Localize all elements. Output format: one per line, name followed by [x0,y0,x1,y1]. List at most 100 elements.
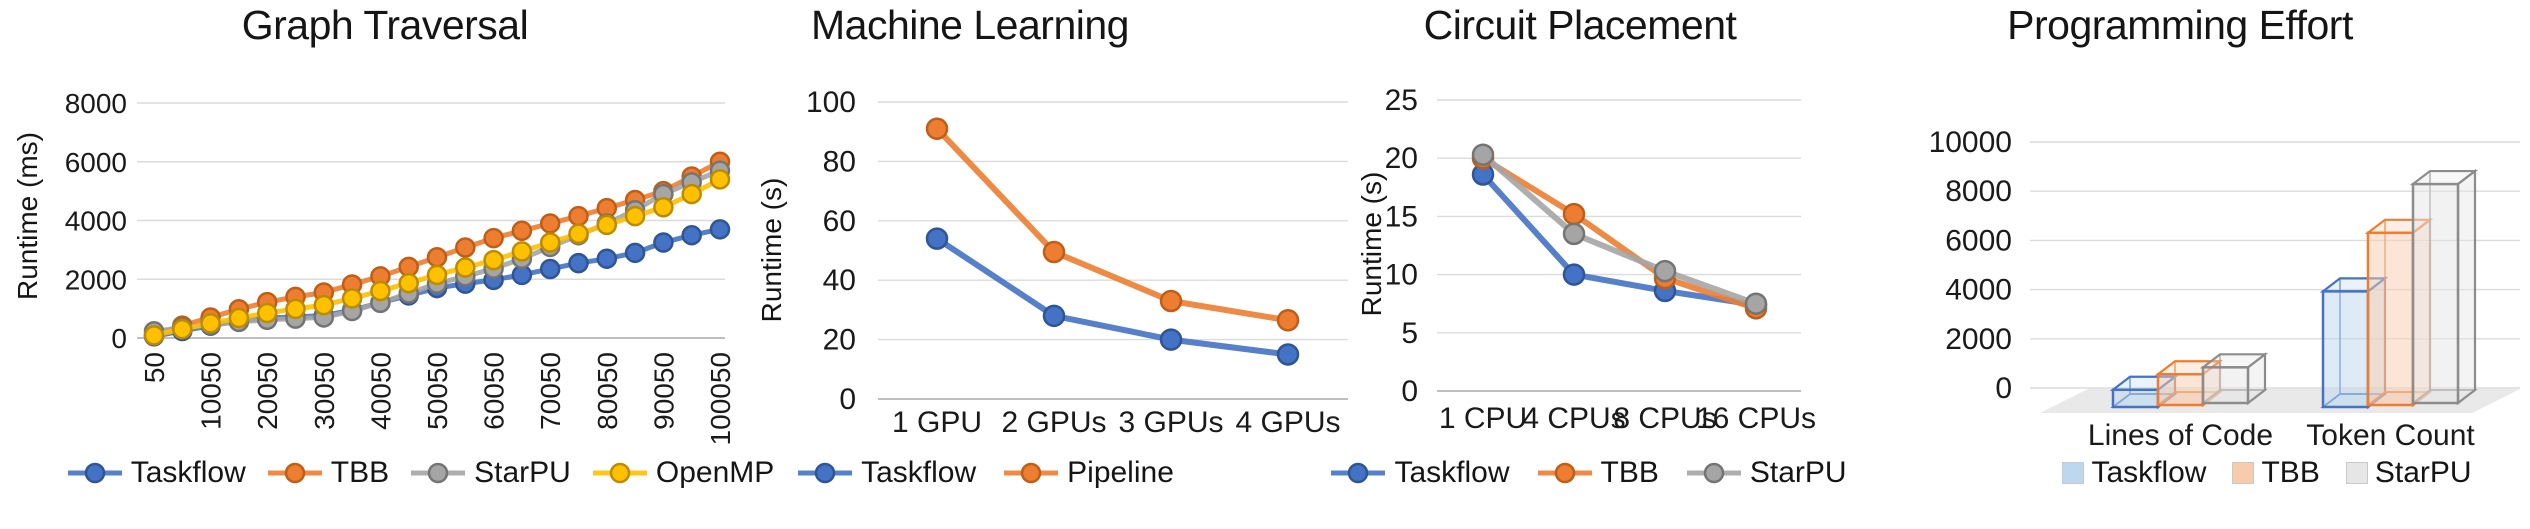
chart-title-circuit-placement: Circuit Placement [1423,2,1737,48]
data-point-marker [455,257,476,278]
legend-item-taskflow: Taskflow [2062,456,2206,490]
legend-item-starpu: StarPU [2345,456,2472,490]
x-tick-label: 50 [139,352,170,383]
data-point-marker [143,325,165,346]
data-point-marker [624,242,646,264]
x-tick-label: 80050 [592,352,623,430]
data-point-marker [709,169,731,190]
legend-label: Taskflow [861,456,977,489]
chart-machine-learning: 0 20 40 60 80 100 1 GPU 2 GPUs 3 GPUs 4 GPUs [806,86,1348,439]
legend-item-tbb: TBB [2232,456,2320,490]
legend-label: StarPU [2374,456,2472,489]
y-tick-label: 25 [1385,84,1418,117]
legend-item-taskflow: Taskflow [796,456,976,490]
data-point-marker [228,307,250,329]
y-tick-label: 8000 [1945,175,2012,208]
bar-starpu-lines-of-code [2199,352,2269,406]
x-tick-label: 100050 [705,352,736,445]
data-point-marker [483,249,504,271]
category-label: Lines of Code [2088,419,2273,452]
data-point-marker [1159,289,1183,313]
legend-line-marker-icon [267,462,322,484]
legend-label: Taskflow [2091,456,2207,489]
y-tick-label: 80 [823,145,856,178]
y-tick-label: 20 [1385,142,1418,175]
legend-label: TBB [1600,456,1659,489]
y-tick-label: 10 [1385,259,1418,292]
y-tick-label: 15 [1385,200,1418,233]
legend-line-marker-icon [1004,462,1059,484]
legend-line-marker-icon [67,462,122,484]
x-tick-label: 20050 [252,352,283,430]
data-point-marker [539,213,561,234]
legend-item-tbb: TBB [1536,456,1659,490]
category-label: Token Count [2306,419,2475,452]
legend-item-openmp: OpenMP [591,456,774,490]
x-tick-label: 10050 [196,352,227,430]
legend-item-taskflow: Taskflow [66,456,246,490]
data-point-marker [398,272,419,294]
legend-line-marker-icon [1686,462,1741,484]
y-tick-label: 2000 [1945,323,2012,356]
x-axis-labels: 50 10050 20050 30050 40050 50050 60050 70050 800… [139,352,736,445]
x-tick-label: 2 GPUs [1001,406,1106,439]
y-tick-label: 0 [1995,372,2012,405]
series-line-taskflow [934,235,1291,358]
chart-programming-effort: 0 2000 4000 6000 8000 10000 Lines of Code Token… [1929,126,2520,452]
data-point-marker [539,232,561,253]
y-tick-label: 60 [823,205,856,238]
legend-label: Pipeline [1067,456,1174,489]
y-axis-title-graph-traversal: Runtime (ms) [12,132,43,301]
x-tick-label: 4 CPUs [1522,402,1625,435]
legend-line-marker-icon [411,462,466,484]
series-line-taskflow [1480,171,1759,308]
y-tick-label: 100 [806,86,856,119]
series-taskflow [925,227,1300,366]
legend-label: StarPU [474,456,571,489]
y-tick-label: 0 [1401,375,1418,408]
legend-programming-effort: Taskflow TBB StarPU [2017,456,2517,490]
y-axis-title-machine-learning: Runtime (s) [756,177,787,323]
data-point-marker [1744,292,1768,315]
gridlines [137,102,725,339]
legend-label: TBB [330,456,390,489]
x-tick-label: 60050 [479,352,510,430]
data-point-marker [1562,202,1586,226]
data-point-marker [624,205,646,227]
legend-circuit-placement: Taskflow TBB StarPU [1331,456,1847,490]
data-point-marker [709,219,731,240]
gridlines [1437,99,1801,392]
data-point-marker [483,227,504,249]
data-point-marker [313,294,335,316]
data-point-marker [1562,263,1586,286]
series-line-starpu [1480,151,1759,307]
y-tick-label: 20 [823,324,856,357]
data-point-marker [455,237,476,258]
legend-graph-traversal: Taskflow TBB StarPU OpenMP [67,456,774,490]
data-point-marker [925,227,949,250]
legend-line-marker-icon [592,462,647,484]
legend-line-marker-icon [1331,462,1386,484]
legend-line-marker-icon [798,462,853,484]
legend-item-tbb: TBB [266,456,389,490]
series-pipeline [925,117,1300,332]
data-point-marker [596,214,618,236]
data-point-marker [681,183,702,205]
data-point-marker [925,117,949,140]
data-point-marker [568,223,589,244]
series-line-pipeline [934,125,1291,324]
data-point-marker [172,318,193,340]
series-line-tbb [1480,155,1759,312]
x-tick-label: 70050 [535,352,566,430]
legend-item-pipeline: Pipeline [1002,456,1174,490]
gridlines [878,101,1348,400]
legend-label: TBB [2261,456,2320,489]
legend-label: Taskflow [130,456,246,489]
x-tick-label: 8 CPUs [1613,402,1716,435]
data-point-marker [596,248,618,269]
y-axis-title-circuit-placement: Runtime (s) [1356,171,1387,317]
x-tick-label: 3 GPUs [1118,406,1223,439]
